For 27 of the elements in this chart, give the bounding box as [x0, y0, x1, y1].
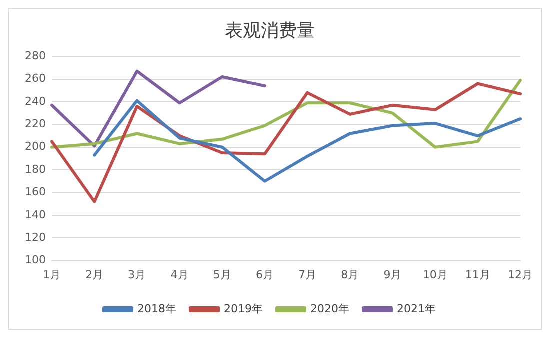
y-tick-label: 100 [24, 254, 46, 267]
x-tick-label: 1月 [42, 268, 61, 282]
x-tick-label: 3月 [128, 268, 146, 282]
x-tick-label: 12月 [508, 268, 533, 282]
chart-title: 表观消费量 [225, 20, 315, 42]
x-tick-label: 6月 [256, 268, 274, 282]
x-tick-label: 4月 [170, 268, 189, 282]
y-tick-label: 220 [24, 118, 46, 131]
y-tick-label: 260 [24, 72, 46, 86]
y-tick-label: 240 [24, 94, 46, 108]
y-tick-label: 160 [24, 186, 46, 199]
legend-label: 2019年 [224, 302, 264, 316]
x-tick-label: 10月 [422, 268, 448, 282]
y-tick-label: 280 [24, 49, 46, 62]
legend-label: 2020年 [310, 302, 350, 316]
legend-label: 2018年 [138, 302, 177, 316]
x-tick-label: 9月 [384, 268, 402, 282]
x-tick-label: 11月 [465, 268, 490, 282]
y-tick-label: 180 [24, 162, 46, 176]
x-tick-label: 5月 [213, 268, 232, 282]
y-tick-label: 120 [24, 230, 46, 244]
x-tick-label: 2月 [86, 268, 104, 282]
y-tick-label: 200 [24, 140, 46, 154]
x-tick-label: 8月 [341, 268, 360, 282]
x-tick-label: 7月 [298, 268, 317, 282]
y-tick-label: 140 [24, 208, 46, 222]
legend-label: 2021年 [396, 302, 436, 316]
